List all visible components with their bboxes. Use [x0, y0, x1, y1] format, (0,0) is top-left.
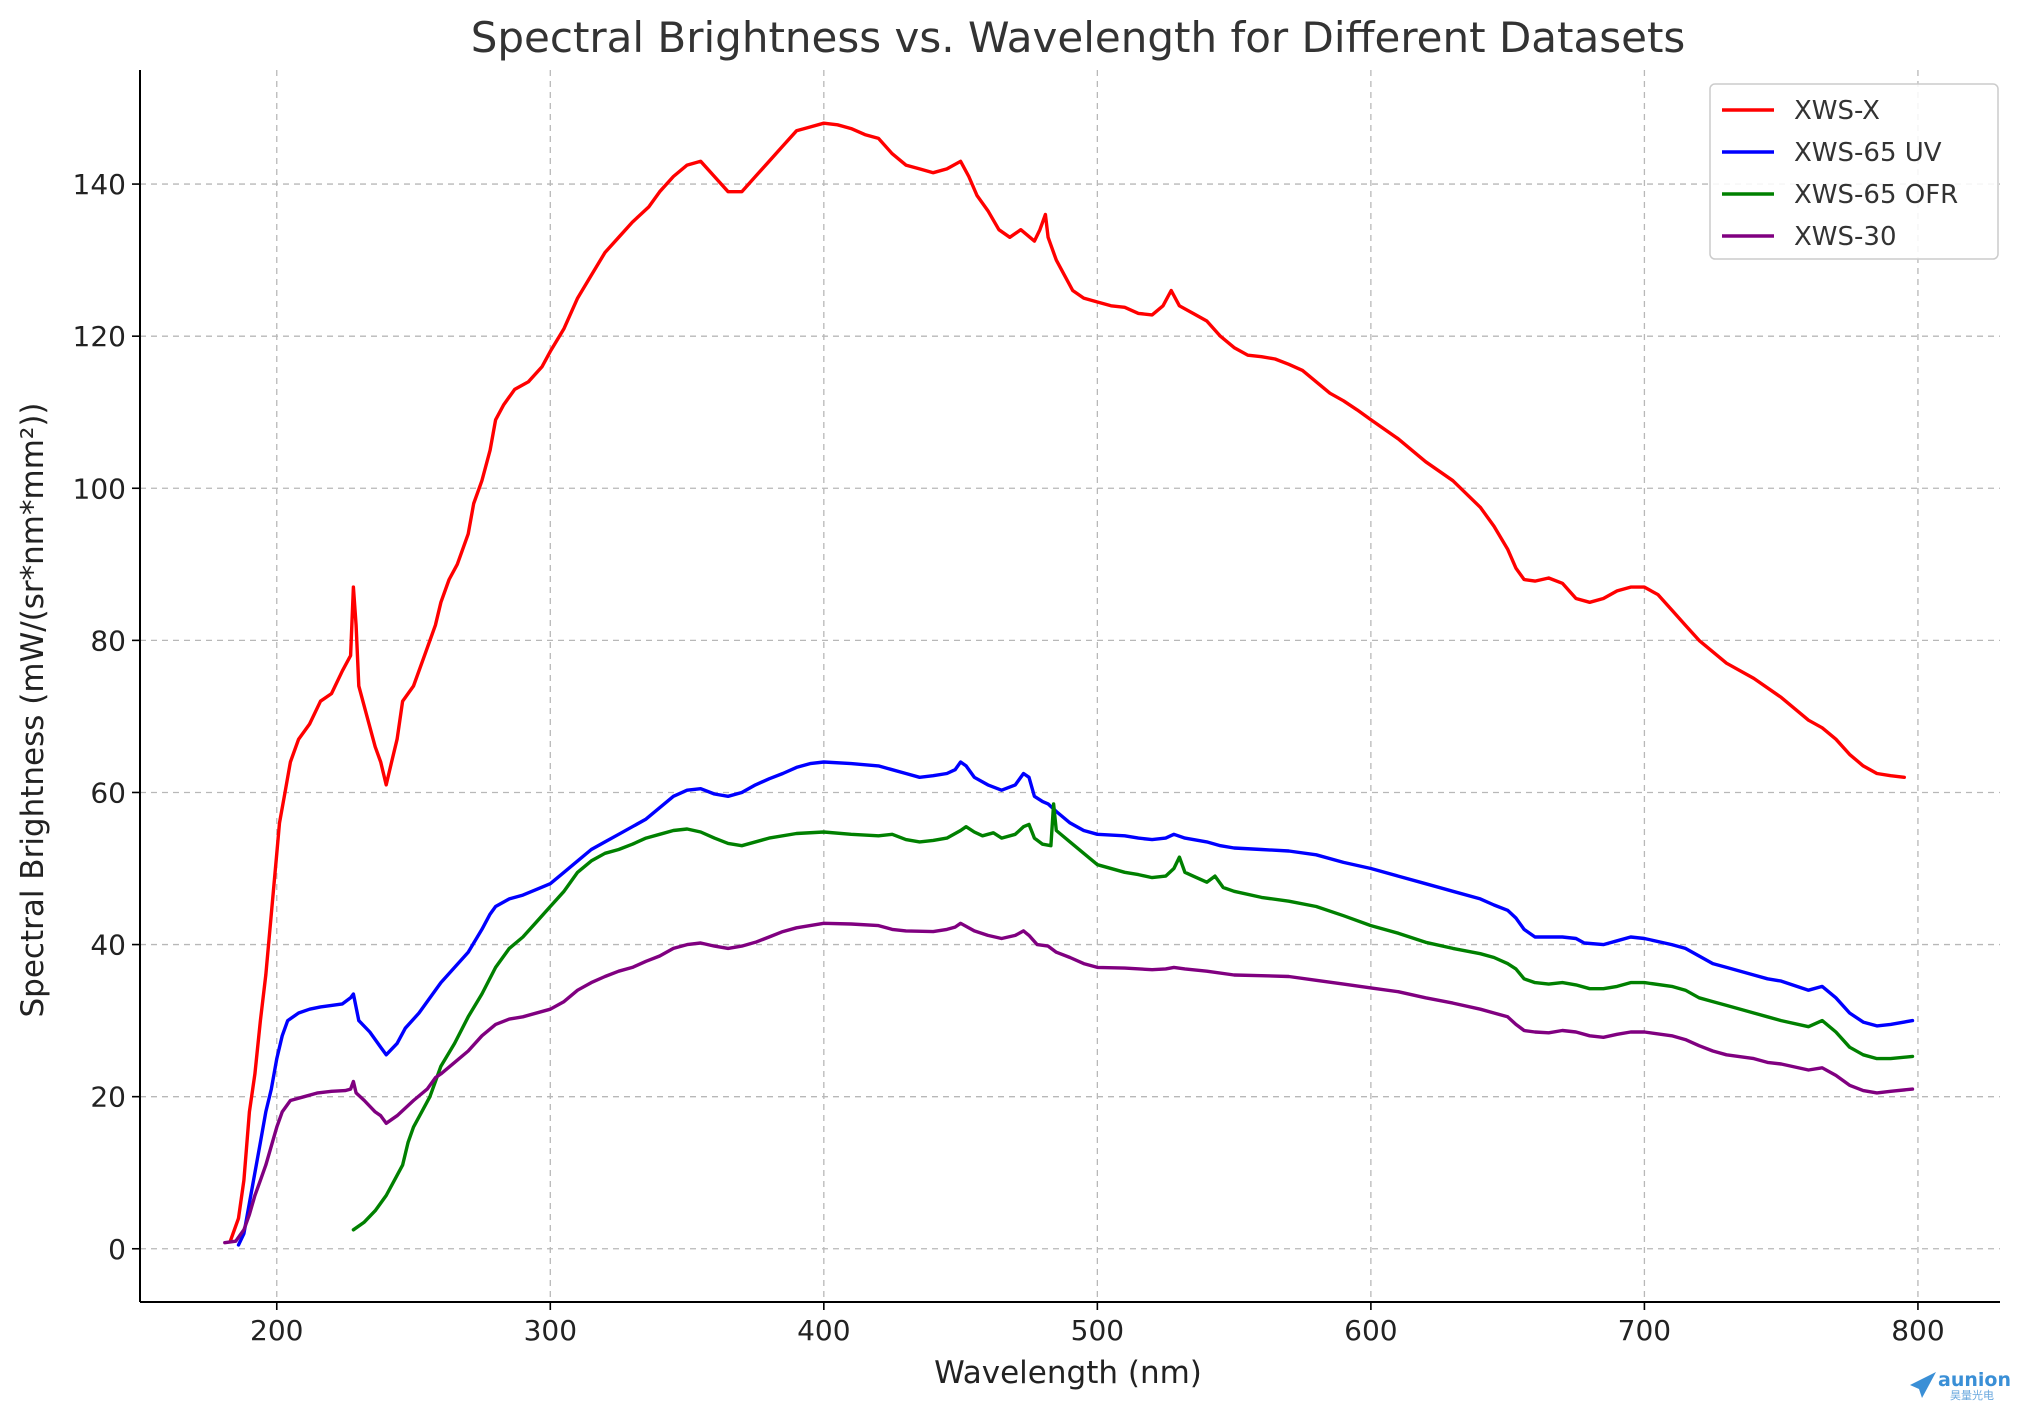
y-tick-label: 140	[73, 168, 126, 201]
y-tick-label: 40	[90, 929, 126, 962]
series-line-xws-65-ofr	[351, 802, 1915, 1232]
series-lines	[223, 121, 1915, 1247]
y-tick-label: 100	[73, 472, 126, 505]
watermark-logo: aunion 昊量光电	[1910, 1369, 2011, 1402]
x-tick-label: 400	[797, 1314, 850, 1347]
legend-label: XWS-X	[1794, 96, 1880, 126]
legend-item: XWS-30	[1722, 222, 1897, 252]
legend-label: XWS-65 UV	[1794, 138, 1942, 168]
watermark-logo-subtext: 昊量光电	[1950, 1388, 1994, 1402]
y-axis-title: Spectral Brightness (mW/(sr*nm*mm²))	[15, 402, 51, 1017]
paper-plane-icon	[1910, 1372, 1936, 1398]
y-tick-label: 20	[90, 1081, 126, 1114]
series-line-xws-30	[223, 921, 1915, 1245]
x-tick-label: 300	[524, 1314, 577, 1347]
x-tick-label: 800	[1891, 1314, 1944, 1347]
legend: XWS-X XWS-65 UV XWS-65 OFR XWS-30	[1709, 83, 1999, 260]
y-tick-label: 60	[90, 776, 126, 809]
x-tick-label: 500	[1071, 1314, 1124, 1347]
axes	[132, 70, 2000, 1310]
y-tick-label: 80	[90, 624, 126, 657]
y-tick-label: 0	[108, 1233, 126, 1266]
x-tick-label: 600	[1344, 1314, 1397, 1347]
legend-label: XWS-30	[1794, 222, 1897, 252]
tick-labels: 200 300 400 500 600 700 800 0 20 40 60 80 100 120 140	[73, 168, 1945, 1347]
legend-box	[1709, 83, 1999, 260]
legend-label: XWS-65 OFR	[1794, 180, 1958, 210]
x-tick-label: 700	[1618, 1314, 1671, 1347]
watermark-logo-text: aunion	[1938, 1369, 2011, 1391]
legend-item: XWS-X	[1722, 96, 1880, 126]
x-tick-label: 200	[250, 1314, 303, 1347]
grid-lines	[140, 70, 2000, 1302]
y-tick-label: 120	[73, 320, 126, 353]
series-line-xws-65-uv	[236, 760, 1915, 1247]
legend-item: XWS-65 OFR	[1722, 180, 1958, 210]
x-axis-title: Wavelength (nm)	[934, 1355, 1202, 1391]
series-line-xws-x	[228, 121, 1906, 1243]
chart-title: Spectral Brightness vs. Wavelength for D…	[471, 13, 1686, 62]
legend-item: XWS-65 UV	[1722, 138, 1942, 168]
